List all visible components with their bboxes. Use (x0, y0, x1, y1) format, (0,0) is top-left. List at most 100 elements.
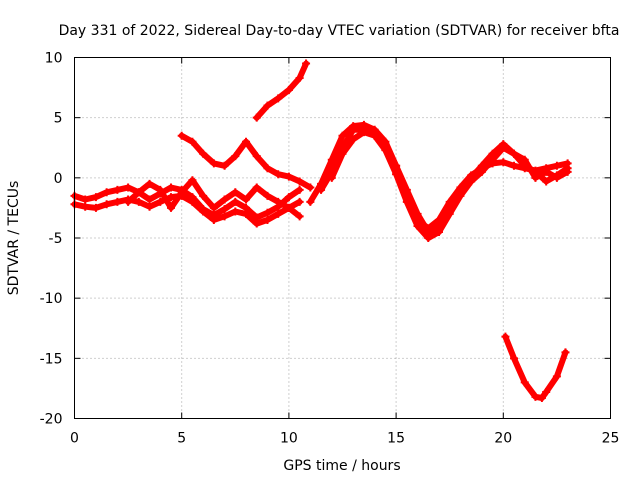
data-point (274, 197, 283, 206)
y-tick-label: 5 (54, 111, 63, 127)
data-point (531, 392, 540, 401)
data-point (188, 137, 197, 146)
data-point (177, 131, 186, 140)
data-point (510, 149, 519, 158)
data-point (91, 193, 100, 202)
data-point (274, 170, 283, 179)
data-point (413, 221, 422, 230)
data-point (220, 205, 229, 214)
data-point (231, 197, 240, 206)
y-tick-label: -5 (49, 231, 63, 247)
series-track-d (177, 131, 315, 192)
data-point (166, 193, 175, 202)
x-axis-label: GPS time / hours (283, 458, 400, 474)
data-point (263, 215, 272, 224)
data-point (145, 179, 154, 188)
y-axis-label: SDTVAR / TECUs (6, 181, 22, 296)
data-point (113, 185, 122, 194)
data-point (542, 177, 551, 186)
data-point (295, 197, 304, 206)
data-point (520, 161, 529, 170)
data-point (263, 191, 272, 200)
data-point (445, 203, 454, 212)
data-point (242, 209, 251, 218)
series-track-g (317, 125, 572, 242)
data-point (552, 372, 561, 381)
x-tick-label: 25 (602, 431, 620, 447)
data-point (274, 94, 283, 103)
data-point (295, 73, 304, 82)
series-line (71, 192, 303, 227)
data-point (284, 85, 293, 94)
data-point (242, 137, 251, 146)
data-point (134, 188, 143, 197)
data-point (302, 59, 311, 68)
data-point (199, 207, 208, 216)
data-point (542, 167, 551, 176)
data-point (145, 195, 154, 204)
data-point (124, 183, 133, 192)
axis-ticks: 0 5 10 15 20 25 -20 -15 -10 -5 0 5 10 (40, 51, 620, 447)
data-point (295, 185, 304, 194)
data-point (306, 183, 315, 192)
data-point (231, 188, 240, 197)
data-point (252, 152, 261, 161)
chart-title: Day 331 of 2022, Sidereal Day-to-day VTE… (59, 23, 620, 39)
data-point (499, 158, 508, 167)
data-point (252, 219, 261, 228)
series-track-b (70, 191, 304, 228)
data-point (81, 195, 90, 204)
data-point (145, 202, 154, 211)
series-line (502, 333, 569, 401)
data-point (102, 200, 111, 209)
y-tick-label: 10 (45, 51, 63, 67)
data-point (434, 221, 443, 230)
data-point (413, 209, 422, 218)
data-point (552, 171, 561, 180)
data-point (349, 125, 358, 134)
series-line (253, 60, 310, 121)
data-point (510, 354, 519, 363)
data-point (563, 164, 572, 173)
data-point (392, 161, 401, 170)
data-point (81, 202, 90, 211)
data-point (113, 197, 122, 206)
data-point (537, 394, 546, 403)
data-point (209, 203, 218, 212)
series-track-h (327, 128, 572, 236)
x-tick-label: 10 (280, 431, 298, 447)
data-point (510, 161, 519, 170)
data-point (220, 212, 229, 221)
data-point (252, 113, 261, 122)
y-tick-label: -10 (40, 291, 63, 307)
data-point (274, 209, 283, 218)
data-point (156, 197, 165, 206)
data-point (501, 332, 510, 341)
y-tick-label: -15 (40, 351, 63, 367)
data-point (91, 203, 100, 212)
data-point (263, 101, 272, 110)
data-point (199, 149, 208, 158)
series-track-a (70, 183, 304, 222)
data-point (231, 207, 240, 216)
data-point (124, 197, 133, 206)
data-point (338, 149, 347, 158)
data-point (295, 212, 304, 221)
data-point (349, 135, 358, 144)
data-point (499, 140, 508, 149)
data-point (552, 161, 561, 170)
x-tick-label: 0 (70, 431, 79, 447)
data-point (166, 183, 175, 192)
grid (74, 57, 611, 419)
data-point (209, 159, 218, 168)
data-point (220, 195, 229, 204)
data-point (477, 161, 486, 170)
data-point (531, 167, 540, 176)
x-tick-label: 20 (494, 431, 512, 447)
data-point (359, 128, 368, 137)
data-point (242, 195, 251, 204)
data-point (263, 164, 272, 173)
series-track-i (501, 332, 570, 403)
data-point (102, 188, 111, 197)
